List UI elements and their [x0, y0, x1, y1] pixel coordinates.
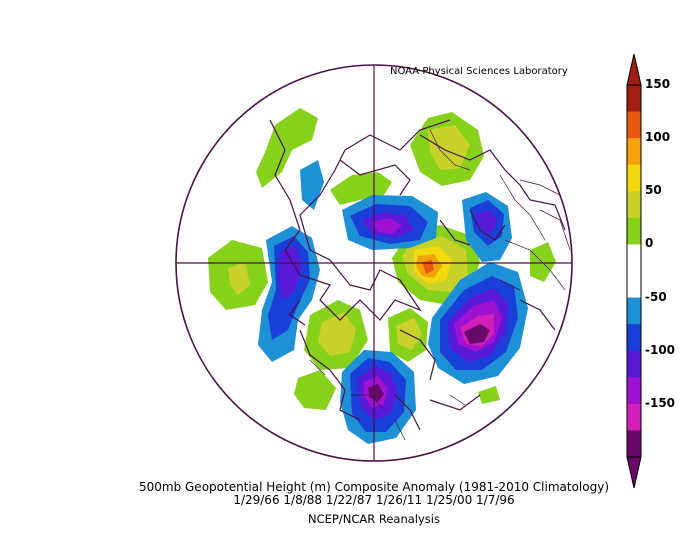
colorbar-tick-label: 150: [645, 77, 671, 91]
colorbar-tick-label: 0: [645, 236, 654, 251]
colorbar-segment: [627, 430, 641, 458]
meridian-lines: [176, 65, 572, 461]
colorbar-tick-label: -100: [645, 342, 676, 357]
coastlines: [269, 119, 566, 431]
colorbar-segment: [627, 164, 641, 192]
colorbar-tick-label: -50: [645, 289, 667, 304]
colorbar-segment: [627, 350, 641, 378]
colorbar: [626, 53, 642, 489]
colorbar-segment: [627, 217, 641, 245]
colorbar-upper-arrow: [626, 53, 642, 86]
negative-anomalies: [258, 160, 528, 444]
colorbar-segment: [627, 403, 641, 431]
colorbar-segment: [627, 85, 641, 113]
colorbar-segment: [627, 377, 641, 405]
data-credit: NOAA Physical Sciences Laboratory: [390, 66, 568, 77]
map-boundary: [175, 64, 573, 462]
positive-anomalies: [208, 108, 556, 410]
colorbar-segment: [627, 324, 641, 352]
colorbar-tick-label: 50: [645, 183, 662, 198]
colorbar-tick-label: 100: [645, 130, 671, 145]
colorbar-segment: [627, 297, 641, 325]
colorbar-tick-label: -150: [645, 395, 676, 410]
colorbar-segment: [627, 244, 641, 272]
colorbar-segment: [627, 271, 641, 299]
colorbar-segment: [627, 111, 641, 139]
colorbar-segments: [627, 85, 641, 458]
borders: [309, 129, 571, 441]
colorbar-segment: [627, 191, 641, 219]
colorbar-segment: [627, 138, 641, 166]
colorbar-frame: [626, 84, 642, 458]
map-title: 500mb Geopotential Height (m) Composite …: [138, 480, 609, 494]
composite-dates: 1/29/66 1/8/88 1/22/87 1/26/11 1/25/00 1…: [233, 493, 515, 507]
data-source: NCEP/NCAR Reanalysis: [308, 512, 440, 526]
anomaly-field: [208, 108, 571, 444]
